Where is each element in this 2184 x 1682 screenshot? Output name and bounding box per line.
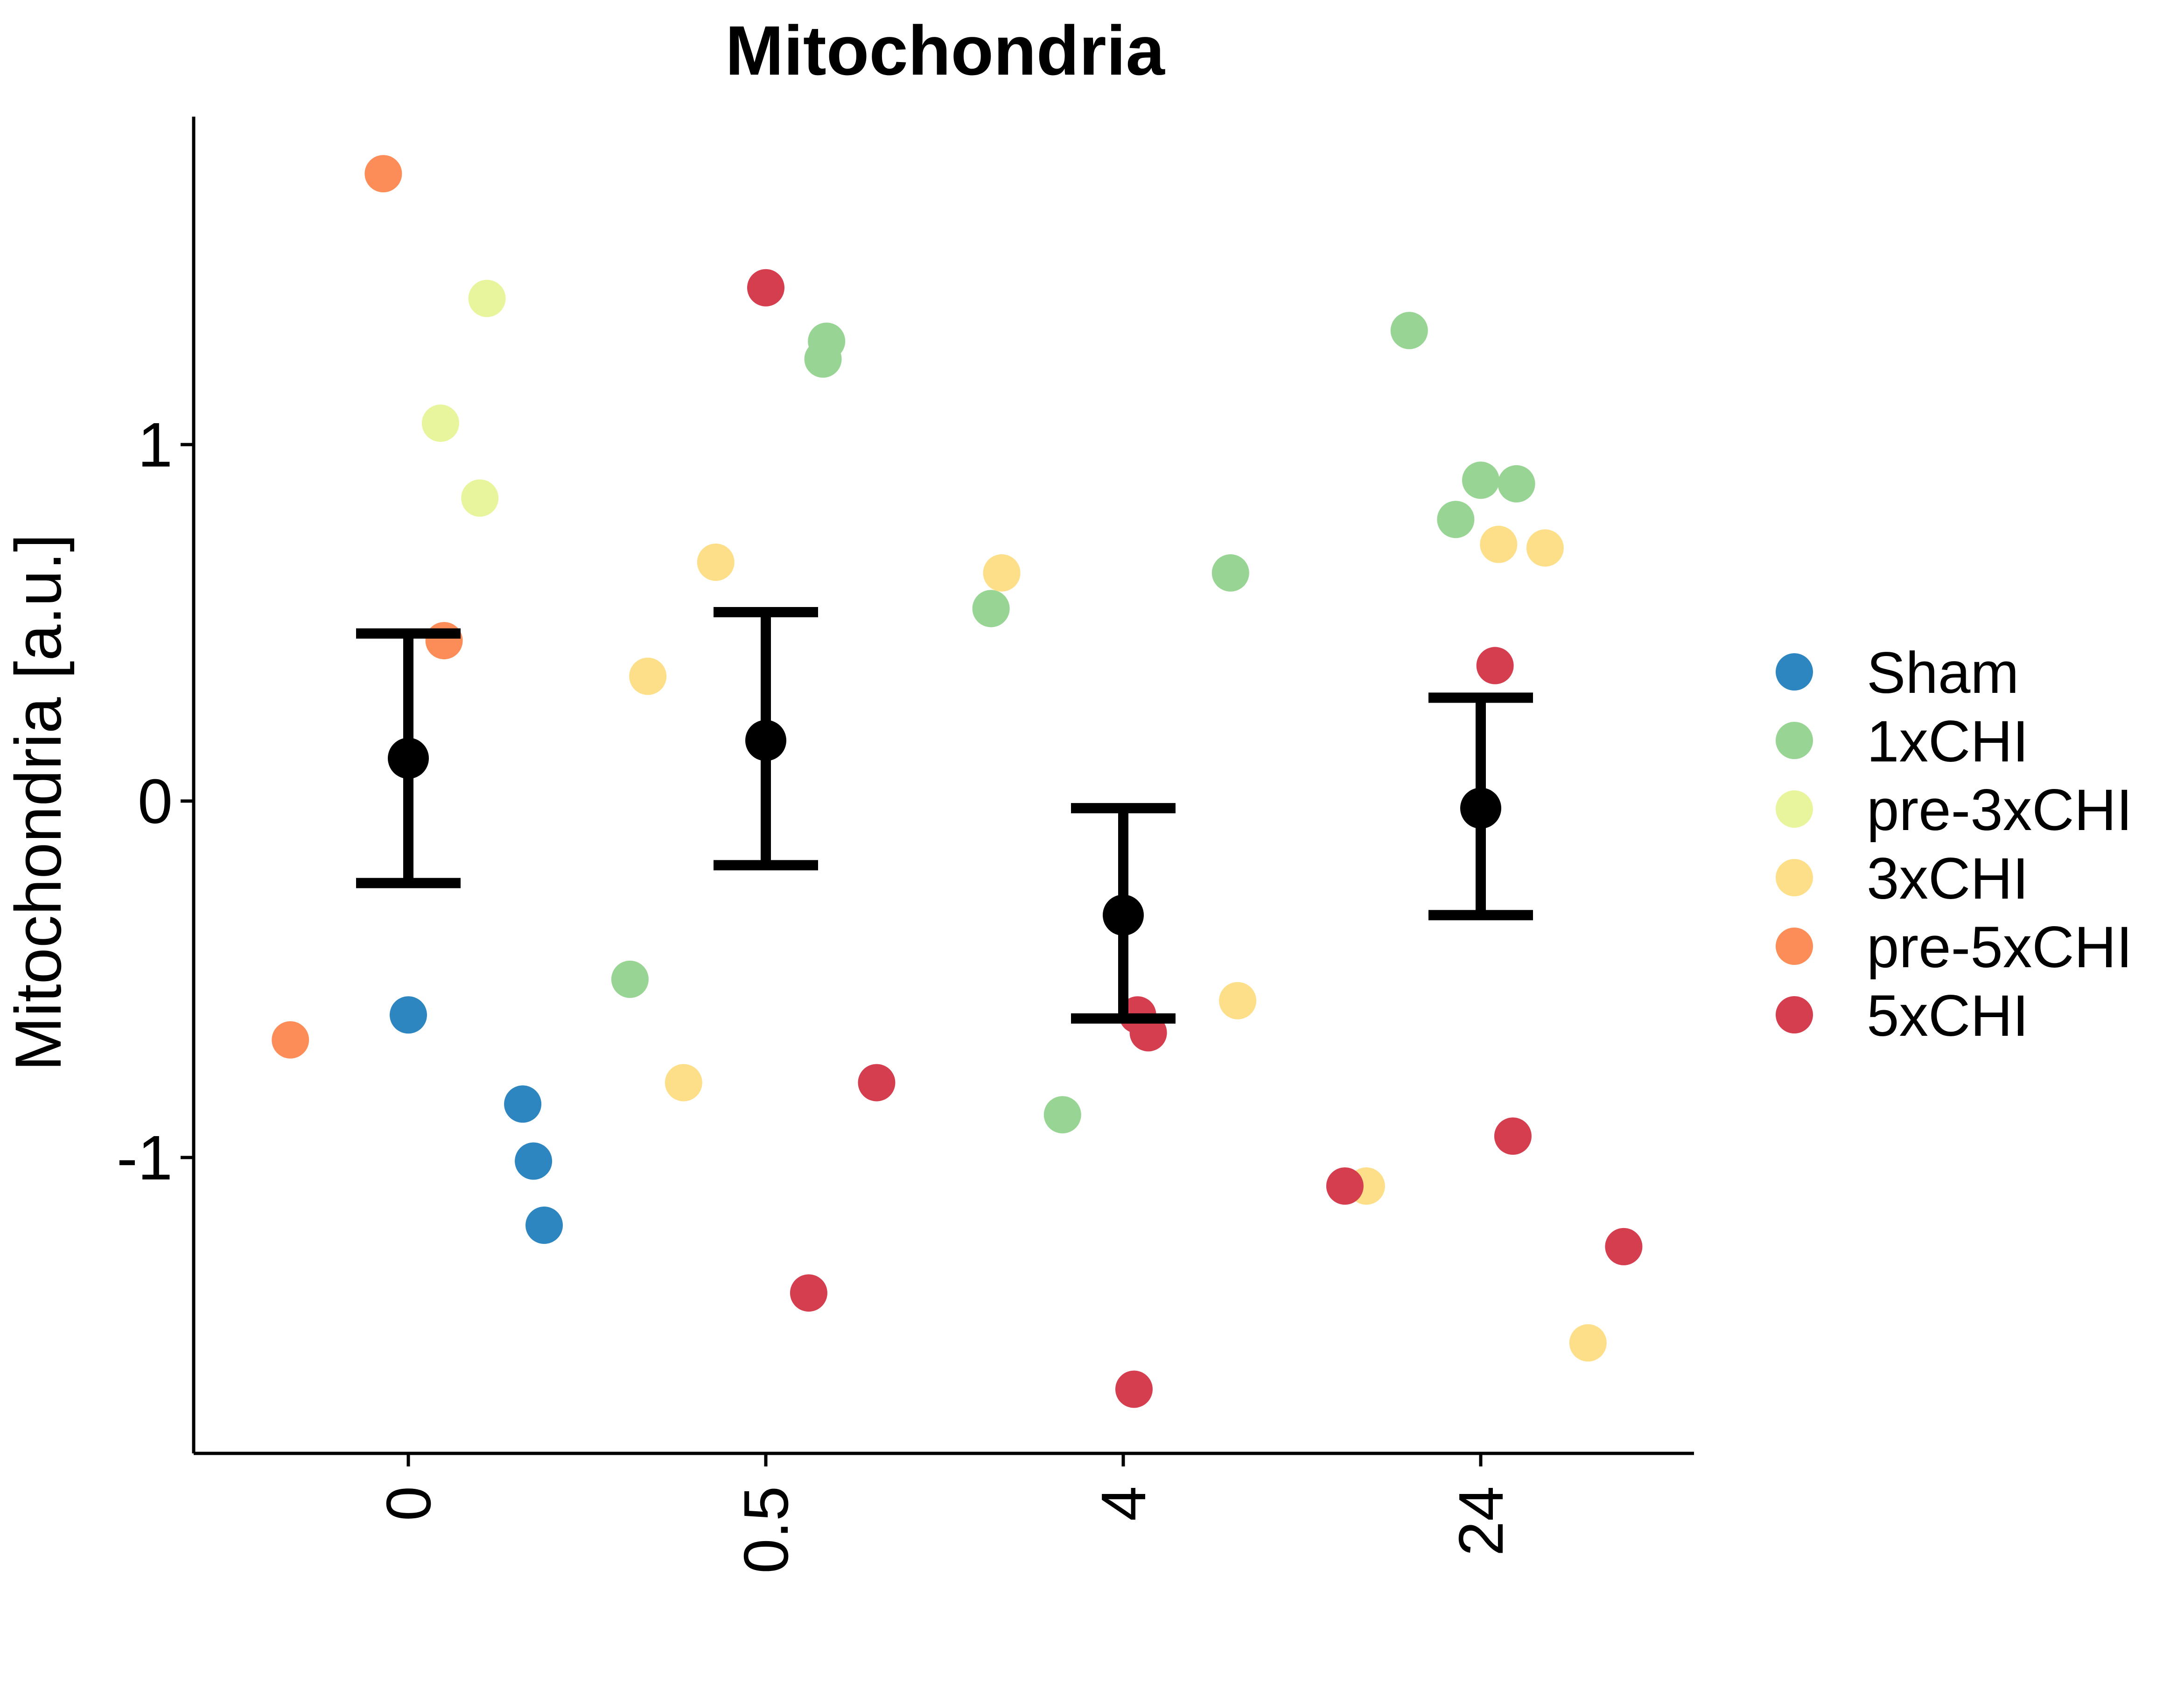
legend-label: pre-5xCHI (1867, 915, 2133, 980)
data-point (1043, 1096, 1081, 1134)
data-point (983, 554, 1021, 592)
legend-key (1776, 996, 1813, 1033)
data-point (425, 622, 463, 660)
data-point (972, 590, 1010, 628)
y-tick-label: -1 (117, 1123, 173, 1193)
data-point (1390, 312, 1428, 349)
data-point (629, 657, 667, 695)
data-point (1569, 1324, 1607, 1362)
data-point (665, 1064, 702, 1102)
data-point (461, 479, 499, 517)
data-point (515, 1142, 553, 1180)
data-point (421, 405, 459, 442)
y-tick-label: 0 (138, 766, 173, 837)
x-tick-label: 0 (373, 1486, 444, 1521)
mean-point (388, 738, 429, 779)
data-point (504, 1085, 542, 1123)
legend-key (1776, 722, 1813, 759)
y-axis-label: Mitochondria [a.u.] (1, 534, 75, 1071)
mean-point (745, 720, 786, 761)
mean-point (1103, 894, 1144, 936)
legend-label: pre-3xCHI (1867, 778, 2133, 843)
chart-title: Mitochondria (725, 11, 1165, 90)
data-point (804, 340, 842, 378)
data-point (1494, 1117, 1532, 1155)
data-point (1211, 554, 1249, 592)
x-tick-label: 0.5 (731, 1486, 801, 1574)
data-point (1115, 1370, 1153, 1408)
data-point (1476, 647, 1514, 684)
data-point (468, 279, 506, 317)
legend-key (1776, 790, 1813, 828)
data-point (390, 996, 427, 1034)
data-point (364, 155, 402, 193)
legend-key (1776, 928, 1813, 965)
data-point (1219, 982, 1257, 1019)
data-point (272, 1021, 309, 1059)
data-point (858, 1064, 896, 1102)
data-point (697, 544, 735, 581)
legend-label: 5xCHI (1867, 984, 2029, 1048)
data-point (1480, 525, 1518, 563)
legend-label: Sham (1867, 641, 2019, 705)
x-tick-label: 24 (1446, 1486, 1516, 1556)
data-point (747, 269, 784, 307)
data-point (1526, 529, 1564, 567)
data-point (1437, 501, 1475, 538)
x-tick-label: 4 (1088, 1486, 1159, 1521)
legend-label: 3xCHI (1867, 846, 2029, 911)
legend-key (1776, 653, 1813, 691)
data-point (1498, 465, 1535, 503)
mean-point (1460, 788, 1501, 829)
y-tick-label: 1 (138, 410, 173, 480)
data-point (1605, 1228, 1643, 1265)
legend-label: 1xCHI (1867, 709, 2029, 774)
legend-key (1776, 859, 1813, 896)
plot-area: 1 0 -1 0 0.5 4 24 (117, 117, 1694, 1574)
data-point (1326, 1167, 1364, 1205)
data-point (790, 1274, 827, 1312)
data-point (1462, 461, 1499, 499)
data-point (611, 960, 649, 998)
data-point (525, 1207, 563, 1244)
